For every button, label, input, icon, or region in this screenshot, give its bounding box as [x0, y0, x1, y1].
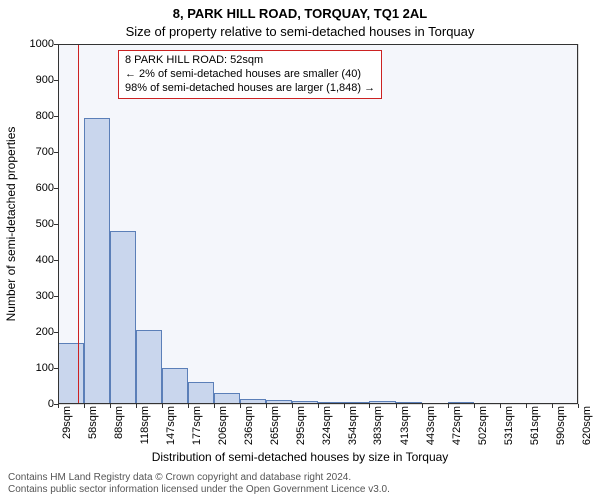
histogram-bar	[136, 330, 162, 404]
histogram-bar	[292, 401, 318, 404]
xtick-label: 118sqm	[139, 406, 151, 456]
xtick-mark	[474, 404, 475, 408]
annotation-line: 8 PARK HILL ROAD: 52sqm	[125, 54, 375, 68]
ytick-label: 400	[14, 254, 54, 266]
xtick-label: 295sqm	[295, 406, 307, 456]
ytick-mark	[54, 224, 58, 225]
histogram-bar	[369, 401, 395, 404]
page: 8, PARK HILL ROAD, TORQUAY, TQ1 2AL Size…	[0, 0, 600, 500]
ytick-label: 1000	[14, 38, 54, 50]
xtick-label: 324sqm	[321, 406, 333, 456]
ytick-label: 600	[14, 182, 54, 194]
histogram-bar	[110, 231, 136, 404]
xtick-label: 443sqm	[425, 406, 437, 456]
xtick-mark	[369, 404, 370, 408]
ytick-mark	[54, 188, 58, 189]
xtick-mark	[578, 404, 579, 408]
ytick-label: 700	[14, 146, 54, 158]
annotation-line: ← 2% of semi-detached houses are smaller…	[125, 68, 375, 82]
annotation-line: 98% of semi-detached houses are larger (…	[125, 82, 375, 96]
xtick-label: 206sqm	[217, 406, 229, 456]
xtick-label: 147sqm	[165, 406, 177, 456]
histogram-bar	[266, 400, 292, 404]
xtick-label: 620sqm	[581, 406, 593, 456]
histogram-bar	[396, 402, 422, 404]
xtick-mark	[188, 404, 189, 408]
ytick-mark	[54, 260, 58, 261]
xtick-label: 502sqm	[477, 406, 489, 456]
xtick-label: 265sqm	[269, 406, 281, 456]
xtick-label: 383sqm	[372, 406, 384, 456]
ytick-mark	[54, 152, 58, 153]
xtick-label: 354sqm	[347, 406, 359, 456]
xtick-mark	[422, 404, 423, 408]
xtick-mark	[136, 404, 137, 408]
xtick-label: 29sqm	[61, 406, 73, 456]
xtick-mark	[318, 404, 319, 408]
histogram-bar	[318, 402, 344, 404]
chart-plot-area: 8 PARK HILL ROAD: 52sqm← 2% of semi-deta…	[58, 44, 578, 404]
ytick-label: 900	[14, 74, 54, 86]
histogram-bar	[448, 402, 474, 404]
annotation-box: 8 PARK HILL ROAD: 52sqm← 2% of semi-deta…	[118, 50, 382, 99]
histogram-bar	[162, 368, 188, 404]
histogram-bar	[240, 399, 266, 404]
xtick-label: 177sqm	[191, 406, 203, 456]
title-main: 8, PARK HILL ROAD, TORQUAY, TQ1 2AL	[0, 6, 600, 21]
xtick-mark	[110, 404, 111, 408]
ytick-mark	[54, 44, 58, 45]
footer-text: Contains HM Land Registry data © Crown c…	[8, 472, 592, 496]
histogram-bar	[188, 382, 214, 404]
xtick-label: 561sqm	[529, 406, 541, 456]
ytick-label: 200	[14, 326, 54, 338]
footer-line-2: Contains public sector information licen…	[8, 484, 592, 496]
xtick-mark	[500, 404, 501, 408]
xtick-mark	[526, 404, 527, 408]
xtick-label: 531sqm	[503, 406, 515, 456]
ytick-label: 0	[14, 398, 54, 410]
histogram-bar	[84, 118, 110, 404]
ytick-mark	[54, 116, 58, 117]
xtick-mark	[344, 404, 345, 408]
ytick-label: 500	[14, 218, 54, 230]
marker-line	[78, 44, 79, 404]
ytick-label: 100	[14, 362, 54, 374]
xtick-label: 590sqm	[555, 406, 567, 456]
histogram-bar	[58, 343, 84, 404]
xtick-mark	[266, 404, 267, 408]
histogram-bar	[214, 393, 240, 404]
xtick-label: 413sqm	[399, 406, 411, 456]
xtick-mark	[552, 404, 553, 408]
xtick-mark	[240, 404, 241, 408]
ytick-mark	[54, 296, 58, 297]
xtick-label: 88sqm	[113, 406, 125, 456]
ytick-mark	[54, 80, 58, 81]
xtick-mark	[292, 404, 293, 408]
xtick-mark	[84, 404, 85, 408]
xtick-mark	[396, 404, 397, 408]
footer-line-1: Contains HM Land Registry data © Crown c…	[8, 472, 592, 484]
title-sub: Size of property relative to semi-detach…	[0, 24, 600, 39]
xtick-label: 58sqm	[87, 406, 99, 456]
xtick-mark	[448, 404, 449, 408]
ytick-label: 300	[14, 290, 54, 302]
ytick-label: 800	[14, 110, 54, 122]
histogram-bar	[344, 402, 370, 404]
gridline-v	[578, 44, 579, 404]
ytick-mark	[54, 332, 58, 333]
xtick-mark	[214, 404, 215, 408]
xtick-label: 236sqm	[243, 406, 255, 456]
xtick-mark	[58, 404, 59, 408]
xtick-label: 472sqm	[451, 406, 463, 456]
xtick-mark	[162, 404, 163, 408]
